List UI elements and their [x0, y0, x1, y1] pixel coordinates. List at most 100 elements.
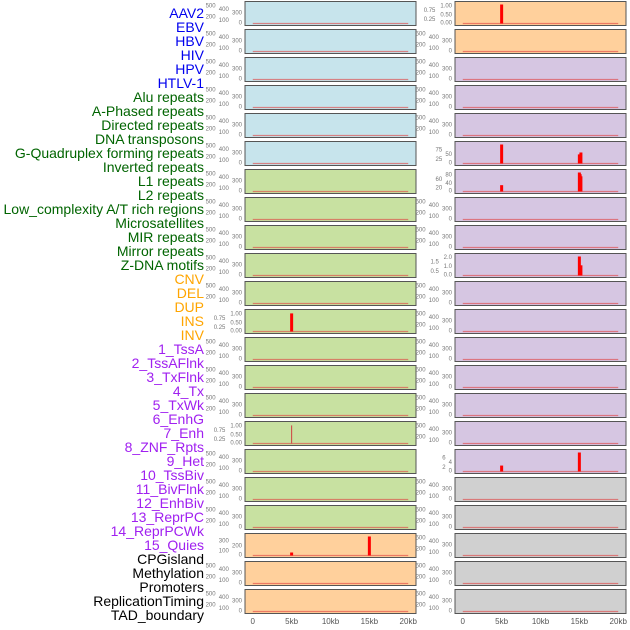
y-tick-label: 200	[416, 294, 427, 300]
panel-12-enhbiv	[454, 365, 627, 390]
y-tick-label: 0	[449, 553, 453, 559]
x-tick-label: 15kb	[571, 617, 589, 626]
y-tick-label: 400	[429, 91, 440, 97]
y-tick-label: 100	[219, 410, 230, 416]
y-tick-label: 200	[206, 350, 217, 356]
panel-z-dna-motifs	[244, 505, 417, 530]
y-tick-label: 300	[442, 67, 453, 73]
y-tick-label: 400	[219, 567, 230, 573]
bar	[500, 465, 504, 472]
y-tick-label: 0	[239, 469, 243, 475]
y-tick-label: 300	[442, 403, 453, 409]
y-tick-label: 0.00	[440, 21, 452, 27]
y-tick-label: 400	[429, 427, 440, 433]
track-label: HTLV-1	[157, 75, 204, 91]
panel-alu-repeats	[244, 169, 417, 194]
y-tick-label: 100	[219, 466, 230, 472]
y-tick-label: 100	[429, 298, 440, 304]
panel-methylation	[454, 505, 627, 530]
y-tick-label: 500	[416, 368, 427, 374]
y-tick-label: 0	[239, 553, 243, 559]
y-tick-label: 0	[239, 161, 243, 167]
track-label: 8_ZNF_Rpts	[124, 439, 204, 455]
y-tick-label: 300	[442, 543, 453, 549]
y-tick-label: 0	[449, 245, 453, 251]
panel-aav2	[244, 1, 417, 26]
track-label: AAV2	[169, 5, 204, 21]
panel-g-quadruplex-forming-repeats	[244, 281, 417, 306]
y-tick-label: 100	[219, 578, 230, 584]
y-tick-label: 300	[232, 11, 243, 17]
bar	[290, 552, 294, 556]
y-tick-label: 0	[449, 385, 453, 391]
y-tick-label: 60	[436, 177, 443, 183]
y-tick-label: 200	[416, 350, 427, 356]
y-tick-label: 300	[232, 95, 243, 101]
y-tick-label: 0	[449, 357, 453, 363]
y-tick-label: 200	[206, 378, 217, 384]
track-label: Promoters	[139, 579, 204, 595]
y-tick-label: 500	[206, 284, 217, 290]
y-tick-label: 300	[232, 179, 243, 185]
y-tick-label: 100	[219, 549, 230, 555]
y-tick-label: 500	[206, 4, 217, 10]
x-tick-label: 0	[251, 617, 256, 626]
track-labels: AAV2 EBV HBV HIV HPV HTLV-1 Alu repeats A-Phase…	[0, 0, 205, 630]
y-tick-label: 400	[429, 539, 440, 545]
y-tick-label: 400	[429, 399, 440, 405]
y-tick-label: 500	[206, 396, 217, 402]
y-tick-label: 500	[416, 424, 427, 430]
y-tick-label: 400	[219, 595, 230, 601]
y-tick-label: 100	[219, 186, 230, 192]
track-label: Inverted repeats	[102, 159, 204, 175]
y-tick-label: 0	[239, 581, 243, 587]
panel-2-tssaflnk	[454, 85, 627, 110]
y-tick-label: 300	[232, 235, 243, 241]
bar	[500, 144, 504, 164]
bar	[579, 152, 583, 164]
y-tick-label: 80	[445, 173, 452, 179]
y-tick-label: 200	[416, 546, 427, 552]
y-tick-label: 0	[449, 413, 453, 419]
panel-13-reprpc	[454, 393, 627, 418]
y-tick-label: 0	[449, 77, 453, 83]
y-tick-label: 100	[219, 494, 230, 500]
panel-cpgisland	[454, 477, 627, 502]
track-label: CPGisland	[137, 551, 204, 567]
y-tick-label: 0	[449, 469, 453, 475]
y-tick-label: 100	[429, 522, 440, 528]
y-tick-label: 0	[239, 385, 243, 391]
y-tick-label: 300	[442, 431, 453, 437]
y-tick-label: 200	[206, 406, 217, 412]
x-tick-label: 15kb	[361, 617, 379, 626]
track-label: Z-DNA motifs	[120, 257, 204, 273]
track-label: 11_BivFlnk	[135, 481, 204, 497]
y-tick-label: 200	[206, 126, 217, 132]
track-label: 9_Het	[166, 453, 204, 469]
y-tick-label: 500	[206, 116, 217, 122]
y-tick-label: 100	[429, 382, 440, 388]
y-tick-label: 400	[219, 203, 230, 209]
track-label: 1_TssA	[158, 341, 204, 357]
y-tick-label: 400	[429, 231, 440, 237]
y-tick-label: 200	[232, 544, 243, 550]
y-tick-label: 200	[416, 126, 427, 132]
y-tick-label: 500	[416, 32, 427, 38]
y-tick-label: 500	[416, 564, 427, 570]
y-tick-label: 500	[416, 88, 427, 94]
y-tick-label: 400	[219, 511, 230, 517]
y-tick-label: 400	[219, 35, 230, 41]
track-label: CNV	[174, 271, 204, 287]
y-tick-label: 300	[232, 459, 243, 465]
y-tick-label: 100	[429, 326, 440, 332]
y-tick-label: 0	[239, 273, 243, 279]
bar	[577, 256, 581, 276]
y-tick-label: 100	[429, 578, 440, 584]
y-tick-label: 200	[206, 574, 217, 580]
y-tick-label: 0	[449, 161, 453, 167]
y-tick-label: 0.5	[430, 269, 439, 275]
y-tick-label: 100	[429, 410, 440, 416]
x-tick-label: 5kb	[285, 617, 298, 626]
y-tick-label: 400	[429, 203, 440, 209]
y-tick-label: 400	[429, 511, 440, 517]
